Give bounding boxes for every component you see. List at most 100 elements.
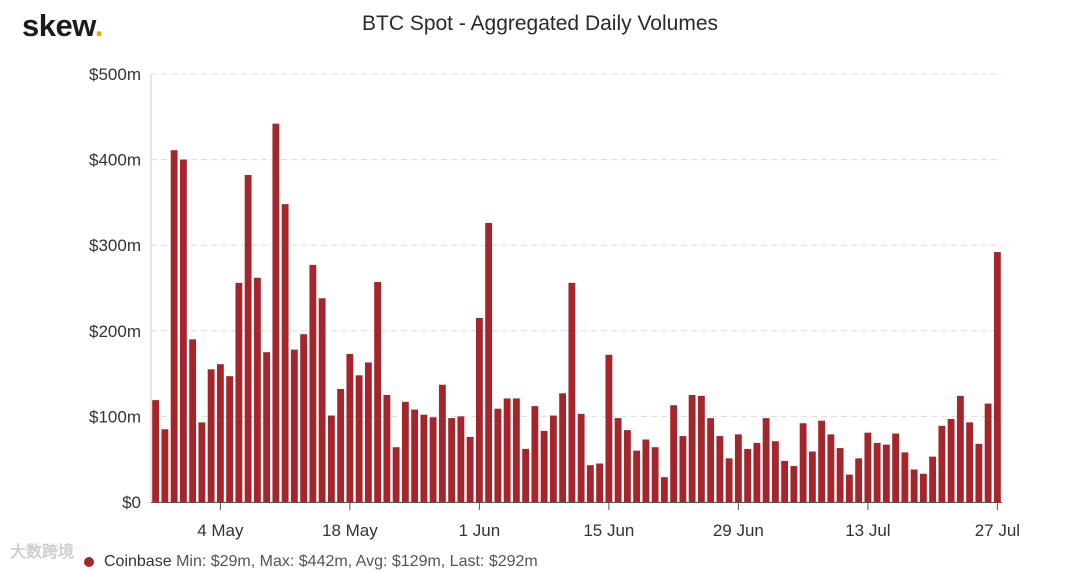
- bar: [651, 447, 659, 502]
- bar: [568, 282, 576, 502]
- bar: [697, 395, 705, 502]
- bar: [263, 352, 271, 502]
- bar: [290, 349, 298, 502]
- bar: [309, 264, 317, 502]
- y-tick-label: $300m: [89, 236, 141, 255]
- bar: [346, 353, 354, 502]
- bar: [781, 460, 789, 502]
- bar: [198, 422, 206, 502]
- bar: [688, 395, 696, 502]
- bar: [910, 469, 918, 502]
- bar: [734, 434, 742, 502]
- bar: [614, 418, 622, 502]
- bar: [438, 384, 446, 502]
- bar: [882, 444, 890, 502]
- bar: [392, 447, 400, 502]
- bar: [771, 441, 779, 502]
- bar: [522, 448, 530, 502]
- x-tick-label: 4 May: [197, 521, 244, 540]
- bar: [993, 252, 1001, 502]
- chart-title: BTC Spot - Aggregated Daily Volumes: [361, 12, 718, 35]
- watermark-text: 大数跨境: [10, 544, 75, 561]
- bar: [466, 436, 474, 502]
- bar: [919, 473, 927, 502]
- bar: [401, 401, 409, 502]
- bar: [161, 429, 169, 502]
- bar: [189, 339, 197, 502]
- bar: [253, 277, 261, 502]
- bar: [577, 413, 585, 502]
- y-tick-label: $0: [122, 493, 141, 512]
- bar: [633, 450, 641, 502]
- logo-dot: .: [94, 8, 104, 43]
- x-tick-label: 18 May: [322, 521, 378, 540]
- bar: [152, 400, 160, 502]
- bar: [929, 456, 937, 502]
- bar: [827, 434, 835, 502]
- bar: [956, 395, 964, 502]
- bar: [549, 415, 557, 502]
- bar: [744, 448, 752, 502]
- bar: [559, 393, 567, 502]
- x-tick-label: 27 Jul: [975, 521, 1020, 540]
- bar: [984, 403, 992, 502]
- bar: [383, 395, 391, 502]
- bar: [725, 458, 733, 502]
- bar: [855, 458, 863, 502]
- bar: [170, 150, 178, 502]
- legend-stats: Min: $29m, Max: $442m, Avg: $129m, Last:…: [176, 553, 538, 570]
- bar: [374, 282, 382, 502]
- bar: [873, 442, 881, 502]
- bar: [475, 317, 483, 502]
- bar: [938, 425, 946, 502]
- bar: [660, 477, 668, 502]
- bar: [355, 375, 363, 502]
- y-tick-label: $100m: [89, 407, 141, 426]
- y-tick-label: $500m: [89, 65, 141, 84]
- y-tick-label: $200m: [89, 322, 141, 341]
- bar: [300, 334, 308, 502]
- bar: [623, 430, 631, 502]
- bar: [207, 369, 215, 502]
- bar: [605, 354, 613, 502]
- bar: [448, 418, 456, 502]
- bar: [327, 415, 335, 502]
- bar: [818, 420, 826, 502]
- bar: [318, 298, 326, 502]
- bar: [494, 408, 502, 502]
- bar: [364, 362, 372, 502]
- bar: [531, 406, 539, 502]
- legend-series-name: Coinbase: [104, 553, 172, 570]
- bar: [966, 422, 974, 502]
- bar: [808, 451, 816, 502]
- bar: [503, 398, 511, 502]
- bar: [512, 398, 520, 502]
- bar: [235, 282, 243, 502]
- bar: [540, 430, 548, 502]
- bar: [864, 432, 872, 502]
- bar: [716, 436, 724, 502]
- x-tick-label: 29 Jun: [713, 521, 764, 540]
- bar: [281, 204, 289, 502]
- skew-logo: skew.: [22, 8, 103, 44]
- bar: [762, 418, 770, 502]
- bar: [975, 443, 983, 502]
- bar: [411, 409, 419, 502]
- legend[interactable]: Coinbase Min: $29m, Max: $442m, Avg: $12…: [84, 553, 538, 571]
- bar: [679, 436, 687, 502]
- bar: [420, 414, 428, 502]
- bar: [244, 175, 252, 502]
- x-tick-label: 1 Jun: [459, 521, 501, 540]
- bar: [226, 376, 234, 502]
- bar: [596, 463, 604, 502]
- bar: [337, 389, 345, 502]
- bar: [429, 417, 437, 502]
- logo-text: skew: [22, 8, 95, 43]
- bar: [799, 423, 807, 502]
- legend-swatch: [84, 556, 94, 567]
- bar: [457, 416, 465, 502]
- y-tick-label: $400m: [89, 151, 141, 170]
- bar: [947, 418, 955, 502]
- bar: [642, 439, 650, 502]
